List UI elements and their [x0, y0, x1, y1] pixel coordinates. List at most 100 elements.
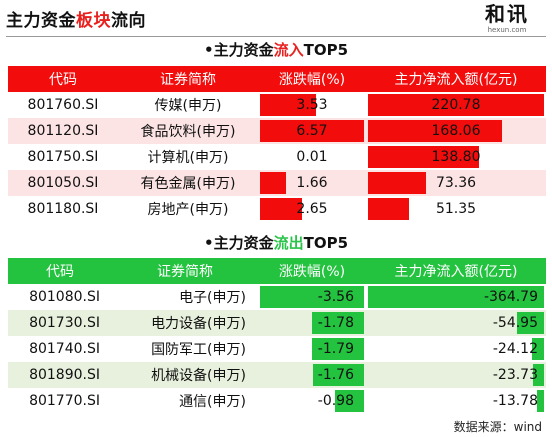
column-header-flow: 主力净流入额(亿元) [366, 66, 546, 92]
cell-code-value: 801760.SI [27, 97, 99, 113]
cell-flow: -23.73 [366, 362, 546, 388]
cell-flow-value: -54.95 [492, 315, 538, 331]
cell-flow-bar [368, 198, 409, 220]
cell-code-value: 801750.SI [27, 149, 99, 165]
title-text-post: 流向 [111, 11, 146, 31]
cell-flow-bar [517, 312, 544, 334]
column-header-code: 代码 [8, 258, 112, 284]
cell-code: 801770.SI [8, 388, 112, 414]
cell-change-bar [312, 338, 364, 360]
cell-name: 电力设备(申万) [112, 310, 258, 336]
cell-flow: -13.78 [366, 388, 546, 414]
cell-change-bar [260, 172, 286, 194]
cell-change-bar [335, 390, 364, 412]
logo-subtext: hexun.com [487, 26, 527, 34]
cell-change-bar [313, 364, 364, 386]
cell-name: 食品饮料(申万) [118, 118, 258, 144]
title-divider [6, 36, 546, 37]
cell-flow-value: 220.78 [431, 97, 481, 113]
title-text-pre: 主力资金 [6, 11, 76, 31]
inflow-header-row: 代码 证券简称 涨跌幅(%) 主力净流入额(亿元) [8, 66, 546, 92]
cell-change-value: 2.65 [296, 201, 328, 217]
cell-change: 0.01 [258, 144, 366, 170]
inflow-title-pre: •主力资金 [203, 41, 274, 59]
cell-code-value: 801740.SI [29, 341, 100, 357]
cell-name-value: 机械设备(申万) [151, 368, 246, 384]
cell-flow: 51.35 [366, 196, 546, 222]
cell-name-value: 房地产(申万) [147, 202, 229, 218]
cell-code-value: 801770.SI [29, 393, 100, 409]
title-bar: 主力资金板块流向 和讯 hexun.com [0, 0, 552, 36]
cell-change-bar [260, 286, 364, 308]
cell-code: 801730.SI [8, 310, 112, 336]
cell-flow-value: 168.06 [431, 123, 481, 139]
logo-text: 和讯 [485, 2, 529, 26]
data-source-note: 数据来源：wind [453, 420, 542, 434]
outflow-header-row: 代码 证券简称 涨跌幅(%) 主力净流入额(亿元) [8, 258, 546, 284]
cell-code-value: 801890.SI [29, 367, 100, 383]
cell-name: 国防军工(申万) [112, 336, 258, 362]
cell-code: 801890.SI [8, 362, 112, 388]
inflow-table-row: 801050.SI 有色金属(申万) 1.66 73.36 [8, 170, 546, 196]
cell-code-value: 801120.SI [27, 123, 99, 139]
cell-change-value: -1.76 [317, 367, 354, 383]
cell-name-value: 计算机(申万) [147, 150, 229, 166]
cell-code: 801120.SI [8, 118, 118, 144]
cell-code-value: 801080.SI [29, 289, 100, 305]
cell-name: 机械设备(申万) [112, 362, 258, 388]
inflow-title-highlight: 流入 [273, 41, 304, 59]
inflow-section-title: •主力资金流入TOP5 [0, 37, 552, 63]
cell-code: 801080.SI [8, 284, 112, 310]
outflow-table-row: 801770.SI 通信(申万) -0.98 -13.78 [8, 388, 546, 414]
column-header-name: 证券简称 [118, 66, 258, 92]
cell-change: 2.65 [258, 196, 366, 222]
cell-flow-bar [533, 364, 544, 386]
outflow-table-row: 801080.SI 电子(申万) -3.56 -364.79 [8, 284, 546, 310]
cell-code-value: 801180.SI [27, 201, 99, 217]
cell-flow-bar [537, 390, 544, 412]
cell-flow-bar [368, 94, 544, 116]
cell-name-value: 食品饮料(申万) [140, 124, 236, 140]
cell-name: 房地产(申万) [118, 196, 258, 222]
cell-flow-value: -24.12 [492, 341, 538, 357]
cell-name-value: 传媒(申万) [154, 98, 222, 114]
title-text-highlight: 板块 [76, 11, 111, 31]
cell-flow-value: 51.35 [435, 201, 477, 217]
cell-name: 通信(申万) [112, 388, 258, 414]
cell-change: 1.66 [258, 170, 366, 196]
outflow-table-row: 801890.SI 机械设备(申万) -1.76 -23.73 [8, 362, 546, 388]
cell-flow-value: -13.78 [492, 393, 538, 409]
cell-name-value: 国防军工(申万) [151, 342, 246, 358]
column-header-change: 涨跌幅(%) [258, 66, 366, 92]
cell-flow: 138.80 [366, 144, 546, 170]
cell-change: -1.79 [258, 336, 366, 362]
cell-change: -3.56 [258, 284, 366, 310]
cell-flow-value: 138.80 [431, 149, 481, 165]
cell-change-bar [312, 312, 364, 334]
inflow-table-row: 801120.SI 食品饮料(申万) 6.57 168.06 [8, 118, 546, 144]
cell-name: 电子(申万) [112, 284, 258, 310]
inflow-table-row: 801750.SI 计算机(申万) 0.01 138.80 [8, 144, 546, 170]
outflow-table-row: 801730.SI 电力设备(申万) -1.78 -54.95 [8, 310, 546, 336]
outflow-title-post: TOP5 [303, 234, 349, 252]
page-title: 主力资金板块流向 [6, 6, 146, 31]
cell-flow-value: 73.36 [435, 175, 477, 191]
outflow-table: 代码 证券简称 涨跌幅(%) 主力净流入额(亿元) 801080.SI 电子(申万… [8, 258, 546, 414]
cell-flow: -24.12 [366, 336, 546, 362]
cell-name-value: 电力设备(申万) [151, 316, 246, 332]
cell-code-value: 801730.SI [29, 315, 100, 331]
cell-flow: 220.78 [366, 92, 546, 118]
inflow-table: 代码 证券简称 涨跌幅(%) 主力净流入额(亿元) 801760.SI 传媒(申万… [8, 66, 546, 222]
cell-flow-bar [368, 146, 479, 168]
cell-change: 3.53 [258, 92, 366, 118]
cell-flow: -54.95 [366, 310, 546, 336]
cell-code-value: 801050.SI [27, 175, 99, 191]
cell-flow-bar [532, 338, 544, 360]
outflow-table-row: 801740.SI 国防军工(申万) -1.79 -24.12 [8, 336, 546, 362]
cell-name: 计算机(申万) [118, 144, 258, 170]
cell-name: 传媒(申万) [118, 92, 258, 118]
cell-flow-bar [368, 120, 502, 142]
cell-flow: 168.06 [366, 118, 546, 144]
cell-change-bar [260, 120, 364, 142]
outflow-section-title: •主力资金流出TOP5 [0, 230, 552, 256]
